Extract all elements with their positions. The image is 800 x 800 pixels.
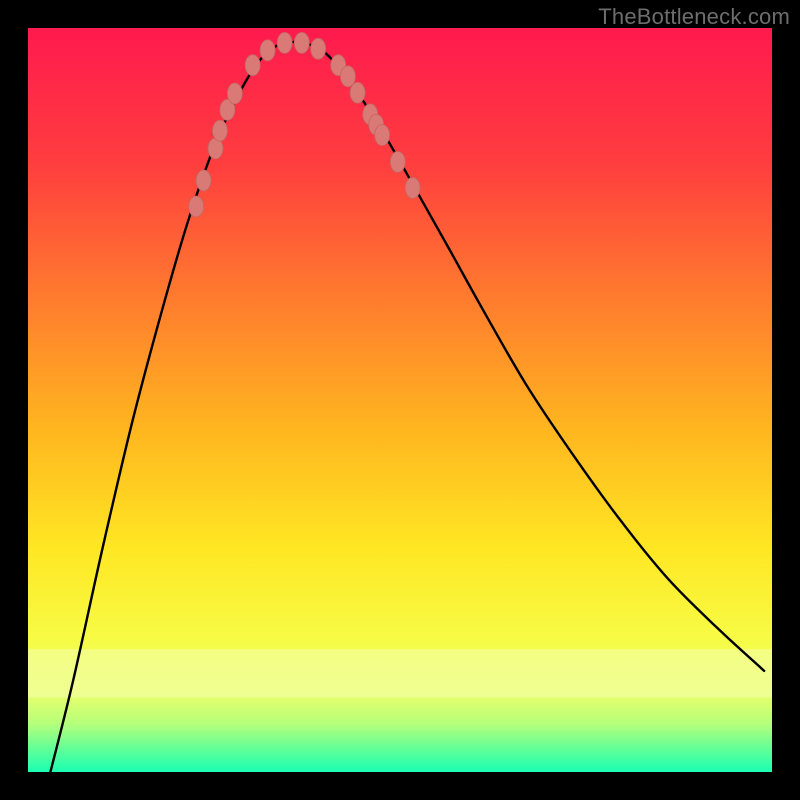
data-marker — [311, 38, 326, 59]
data-marker — [405, 177, 420, 198]
watermark-text: TheBottleneck.com — [598, 4, 790, 30]
plot-highlight-band — [28, 649, 772, 697]
data-marker — [245, 55, 260, 76]
data-marker — [350, 82, 365, 103]
data-marker — [390, 151, 405, 172]
chart-svg — [0, 0, 800, 800]
data-marker — [196, 170, 211, 191]
data-marker — [212, 120, 227, 141]
data-marker — [227, 83, 242, 104]
chart-frame: TheBottleneck.com — [0, 0, 800, 800]
data-marker — [277, 32, 292, 53]
data-marker — [294, 32, 309, 53]
plot-area — [28, 28, 772, 787]
data-marker — [260, 40, 275, 61]
data-marker — [375, 125, 390, 146]
data-marker — [189, 196, 204, 217]
